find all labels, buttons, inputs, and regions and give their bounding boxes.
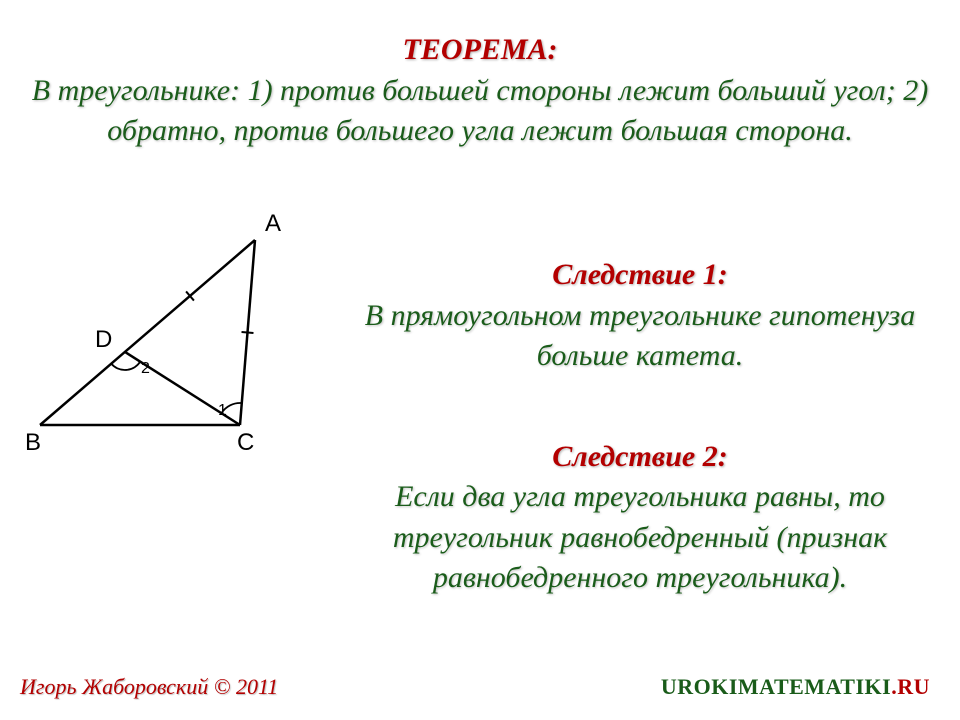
- footer-site: UROKIMATEMATIKI.RU: [661, 674, 930, 700]
- svg-text:1: 1: [218, 402, 227, 419]
- footer-site-part2: RU: [897, 674, 930, 699]
- theorem-block: ТЕОРЕМА: В треугольнике: 1) против больш…: [30, 30, 930, 152]
- footer-author: Игорь Жаборовский © 2011: [20, 674, 278, 700]
- corollary-1: Следствие 1: В прямоугольном треугольник…: [340, 255, 940, 377]
- corollary-1-title: Следствие 1:: [340, 255, 940, 296]
- corollary-2-title: Следствие 2:: [340, 437, 940, 478]
- corollary-2-body: Если два угла треугольника равны, то тре…: [340, 477, 940, 599]
- svg-text:B: B: [25, 429, 41, 456]
- svg-text:C: C: [237, 429, 254, 456]
- svg-text:2: 2: [141, 360, 150, 377]
- theorem-body: В треугольнике: 1) против большей сторон…: [30, 71, 930, 152]
- corollary-2: Следствие 2: Если два угла треугольника …: [340, 437, 940, 599]
- theorem-title: ТЕОРЕМА:: [30, 30, 930, 71]
- triangle-diagram: A B C D 1 2: [15, 205, 325, 465]
- svg-text:A: A: [265, 210, 281, 237]
- svg-text:D: D: [95, 326, 112, 353]
- slide-page: ТЕОРЕМА: В треугольнике: 1) против больш…: [0, 0, 960, 720]
- footer-site-part1: UROKIMATEMATIKI: [661, 674, 891, 699]
- corollary-1-body: В прямоугольном треугольнике гипотенуза …: [340, 296, 940, 377]
- corollaries-column: Следствие 1: В прямоугольном треугольник…: [340, 255, 940, 659]
